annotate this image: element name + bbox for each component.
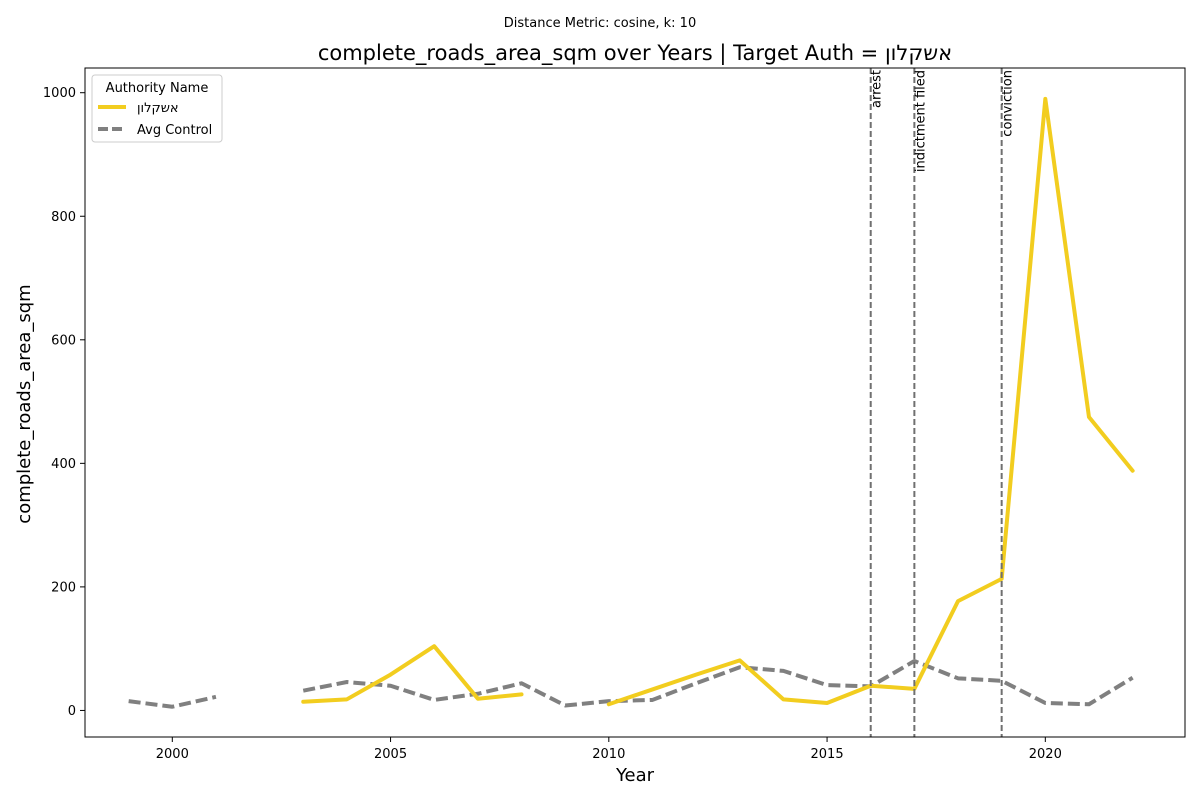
event-markers: arrest indictment filed conviction (869, 68, 1016, 737)
y-tick-label: 600 (51, 333, 76, 348)
legend-title: Authority Name (106, 81, 209, 96)
plot-area (128, 96, 1135, 709)
legend-label-avg-control: Avg Control (137, 123, 212, 138)
event-label: indictment filed (913, 70, 928, 172)
chart-subtitle: Distance Metric: cosine, k: 10 (504, 16, 696, 31)
y-tick-label: 0 (68, 704, 76, 719)
legend-label-target: אשקלון (137, 101, 179, 116)
x-axis: 2000 2005 2010 2015 2020 (156, 737, 1062, 762)
y-tick-label: 800 (51, 210, 76, 225)
series-line-target (301, 96, 1135, 707)
x-tick-label: 2015 (811, 747, 844, 762)
y-axis: 0 200 400 600 800 1000 (43, 86, 85, 719)
x-tick-label: 2020 (1029, 747, 1062, 762)
x-tick-label: 2010 (592, 747, 625, 762)
event-label: arrest (870, 70, 885, 108)
chart-title: complete_roads_area_sqm over Years | Tar… (318, 41, 952, 66)
y-axis-label: complete_roads_area_sqm (14, 284, 35, 523)
event-label: conviction (1001, 70, 1016, 137)
plot-frame (84, 67, 1186, 738)
x-tick-label: 2000 (156, 747, 189, 762)
legend: Authority Name אשקלון Avg Control (91, 74, 223, 143)
y-tick-label: 200 (51, 580, 76, 595)
y-tick-label: 1000 (43, 86, 76, 101)
legend-box (91, 74, 223, 143)
y-tick-label: 400 (51, 457, 76, 472)
x-tick-label: 2005 (374, 747, 407, 762)
x-axis-label: Year (615, 765, 655, 786)
series-line-avg-control (128, 659, 1134, 709)
